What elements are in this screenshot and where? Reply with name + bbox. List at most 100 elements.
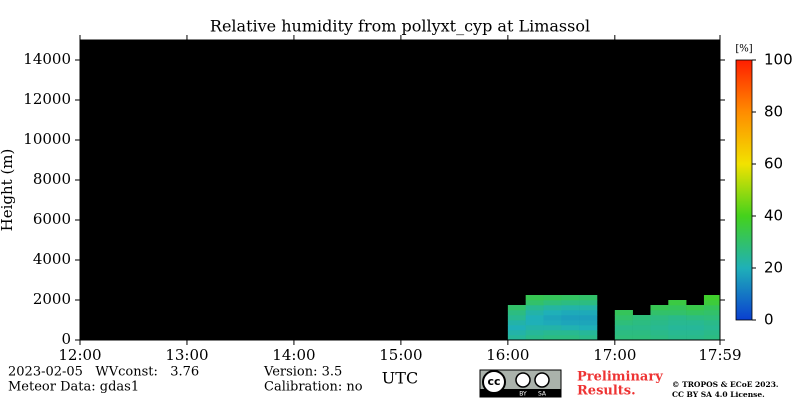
copyright-2: CC BY SA 4.0 License. <box>672 390 765 399</box>
heatmap-cell <box>561 310 580 316</box>
heatmap-cell <box>686 315 705 321</box>
heatmap-cell <box>668 320 687 326</box>
heatmap-cell <box>525 325 544 331</box>
heatmap-cell <box>632 325 651 331</box>
heatmap-cell <box>507 325 526 331</box>
heatmap-cell <box>614 320 633 326</box>
heatmap-cell <box>703 315 720 321</box>
colorbar-tick-label: 20 <box>764 259 783 277</box>
heatmap-cell <box>668 315 687 321</box>
heatmap-cell <box>507 335 526 340</box>
heatmap-cell <box>579 315 598 321</box>
x-axis-label: UTC <box>382 369 418 388</box>
heatmap-cell <box>686 335 705 340</box>
heatmap-cell <box>703 310 720 316</box>
heatmap-cell <box>543 325 562 331</box>
footer-date: 2023-02-05 WVconst: 3.76 <box>8 365 199 380</box>
heatmap-cell <box>561 305 580 311</box>
x-tick-label: 16:00 <box>486 346 529 364</box>
heatmap-cell <box>543 330 562 336</box>
heatmap-cell <box>561 325 580 331</box>
heatmap-cell <box>668 325 687 331</box>
heatmap-cell <box>579 295 598 301</box>
heatmap-cell <box>579 325 598 331</box>
heatmap-cell <box>703 330 720 336</box>
heatmap-cell <box>650 320 669 326</box>
heatmap-cell <box>579 310 598 316</box>
x-tick-label: 12:00 <box>58 346 101 364</box>
heatmap-cell <box>650 305 669 311</box>
heatmap-cell <box>668 305 687 311</box>
colorbar-label: [%] <box>735 44 752 55</box>
heatmap-cell <box>525 315 544 321</box>
x-tick-label: 13:00 <box>165 346 208 364</box>
heatmap-cell <box>525 335 544 340</box>
heatmap-cell <box>507 320 526 326</box>
heatmap-cell <box>703 305 720 311</box>
heatmap-cell <box>668 310 687 316</box>
y-tick-label: 2000 <box>33 290 71 308</box>
heatmap-cell <box>507 315 526 321</box>
heatmap-cell <box>632 335 651 340</box>
y-tick-label: 4000 <box>33 250 71 268</box>
heatmap-cell <box>507 310 526 316</box>
heatmap-cell <box>650 330 669 336</box>
heatmap-cell <box>525 330 544 336</box>
heatmap-cell <box>543 310 562 316</box>
heatmap-cell <box>703 335 720 340</box>
preliminary-1: Preliminary <box>577 370 663 385</box>
heatmap-cell <box>525 320 544 326</box>
badge-cc: cc <box>487 375 500 388</box>
y-tick-label: 8000 <box>33 170 71 188</box>
heatmap-cell <box>686 305 705 311</box>
colorbar-tick-label: 100 <box>764 51 793 69</box>
colorbar-tick-label: 40 <box>764 207 783 225</box>
heatmap-cell <box>579 300 598 306</box>
heatmap-cell <box>543 320 562 326</box>
heatmap-cell <box>543 305 562 311</box>
y-tick-label: 6000 <box>33 210 71 228</box>
y-tick-label: 0 <box>61 330 71 348</box>
heatmap-cell <box>525 300 544 306</box>
heatmap-cell <box>507 330 526 336</box>
copyright-1: © TROPOS & ECoE 2023. <box>672 380 779 389</box>
heatmap-cell <box>579 335 598 340</box>
heatmap-cell <box>561 315 580 321</box>
heatmap-cell <box>543 315 562 321</box>
heatmap-cell <box>614 330 633 336</box>
heatmap-cell <box>614 335 633 340</box>
heatmap-cell <box>686 325 705 331</box>
license-badge: cc BY SA <box>479 369 562 398</box>
heatmap-cell <box>650 325 669 331</box>
heatmap-cell <box>525 295 544 301</box>
heatmap-cell <box>668 330 687 336</box>
heatmap-cell <box>579 330 598 336</box>
x-tick-label: 15:00 <box>379 346 422 364</box>
heatmap-cell <box>561 335 580 340</box>
x-tick-label: 17:59 <box>698 346 741 364</box>
heatmap-cell <box>703 295 720 301</box>
heatmap-cell <box>543 300 562 306</box>
preliminary-2: Results. <box>577 384 636 399</box>
heatmap-cell <box>614 325 633 331</box>
badge-by: BY <box>519 391 527 398</box>
y-tick-label: 12000 <box>23 90 71 108</box>
footer-calibration: Calibration: no <box>264 380 363 395</box>
heatmap-cell <box>543 335 562 340</box>
chart-title: Relative humidity from pollyxt_cyp at Li… <box>210 17 590 36</box>
heatmap-cell <box>632 315 651 321</box>
heatmap-cell <box>525 305 544 311</box>
x-tick-label: 14:00 <box>272 346 315 364</box>
heatmap-cell <box>703 325 720 331</box>
heatmap-cell <box>632 320 651 326</box>
plot-frame <box>79 39 721 341</box>
heatmap-cell <box>543 295 562 301</box>
heatmap-cell <box>561 320 580 326</box>
heatmap-cell <box>614 315 633 321</box>
heatmap-cell <box>686 320 705 326</box>
y-tick-label: 14000 <box>23 50 71 68</box>
heatmap-cell <box>579 305 598 311</box>
plot-area <box>80 40 720 340</box>
footer-version: Version: 3.5 <box>263 365 342 380</box>
heatmap-cell <box>561 330 580 336</box>
